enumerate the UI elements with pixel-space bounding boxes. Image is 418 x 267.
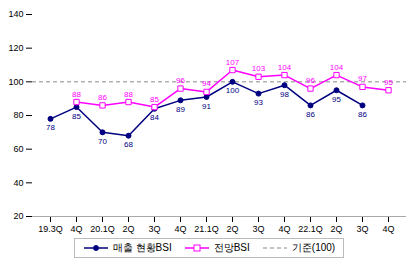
svg-text:4Q: 4Q (70, 224, 82, 234)
svg-text:94: 94 (202, 79, 211, 88)
svg-text:89: 89 (176, 105, 185, 114)
svg-text:86: 86 (98, 93, 107, 102)
svg-text:4Q: 4Q (174, 224, 186, 234)
svg-text:60: 60 (13, 144, 23, 154)
svg-text:95: 95 (332, 95, 341, 104)
svg-text:3Q: 3Q (148, 224, 160, 234)
svg-text:98: 98 (280, 90, 289, 99)
svg-text:96: 96 (176, 76, 185, 85)
svg-text:3Q: 3Q (252, 224, 264, 234)
svg-text:140: 140 (8, 9, 23, 19)
svg-text:104: 104 (278, 63, 292, 72)
svg-text:4Q: 4Q (278, 224, 290, 234)
svg-text:86: 86 (358, 110, 367, 119)
svg-text:107: 107 (226, 58, 240, 67)
svg-text:2Q: 2Q (226, 224, 238, 234)
svg-text:96: 96 (306, 76, 315, 85)
html-text:기준(100): 기준(100) (291, 242, 336, 253)
svg-text:68: 68 (124, 140, 133, 149)
svg-text:2Q: 2Q (122, 224, 134, 234)
svg-text:2Q: 2Q (330, 224, 342, 234)
svg-text:22.1Q: 22.1Q (298, 224, 323, 234)
svg-text:93: 93 (254, 98, 263, 107)
svg-text:95: 95 (384, 78, 393, 87)
svg-text:91: 91 (202, 102, 211, 111)
svg-text:80: 80 (13, 110, 23, 120)
svg-text:40: 40 (13, 178, 23, 188)
svg-text:84: 84 (150, 113, 159, 122)
svg-text:100: 100 (8, 77, 23, 87)
svg-text:103: 103 (252, 64, 266, 73)
svg-text:104: 104 (330, 63, 344, 72)
svg-text:4Q: 4Q (382, 224, 394, 234)
svg-text:97: 97 (358, 74, 367, 83)
html-text:매출 현황BSI: 매출 현황BSI (112, 242, 172, 253)
svg-text:88: 88 (72, 90, 81, 99)
svg-text:70: 70 (98, 137, 107, 146)
svg-text:21.1Q: 21.1Q (194, 224, 219, 234)
svg-text:78: 78 (46, 123, 55, 132)
svg-text:120: 120 (8, 43, 23, 53)
svg-text:100: 100 (226, 86, 240, 95)
svg-text:20: 20 (13, 211, 23, 221)
svg-text:20.1Q: 20.1Q (90, 224, 115, 234)
svg-text:85: 85 (72, 112, 81, 121)
svg-text:19.3Q: 19.3Q (38, 224, 63, 234)
svg-text:86: 86 (306, 110, 315, 119)
svg-text:3Q: 3Q (356, 224, 368, 234)
html-text:전망BSI: 전망BSI (213, 242, 250, 253)
svg-text:85: 85 (150, 95, 159, 104)
svg-text:88: 88 (124, 90, 133, 99)
